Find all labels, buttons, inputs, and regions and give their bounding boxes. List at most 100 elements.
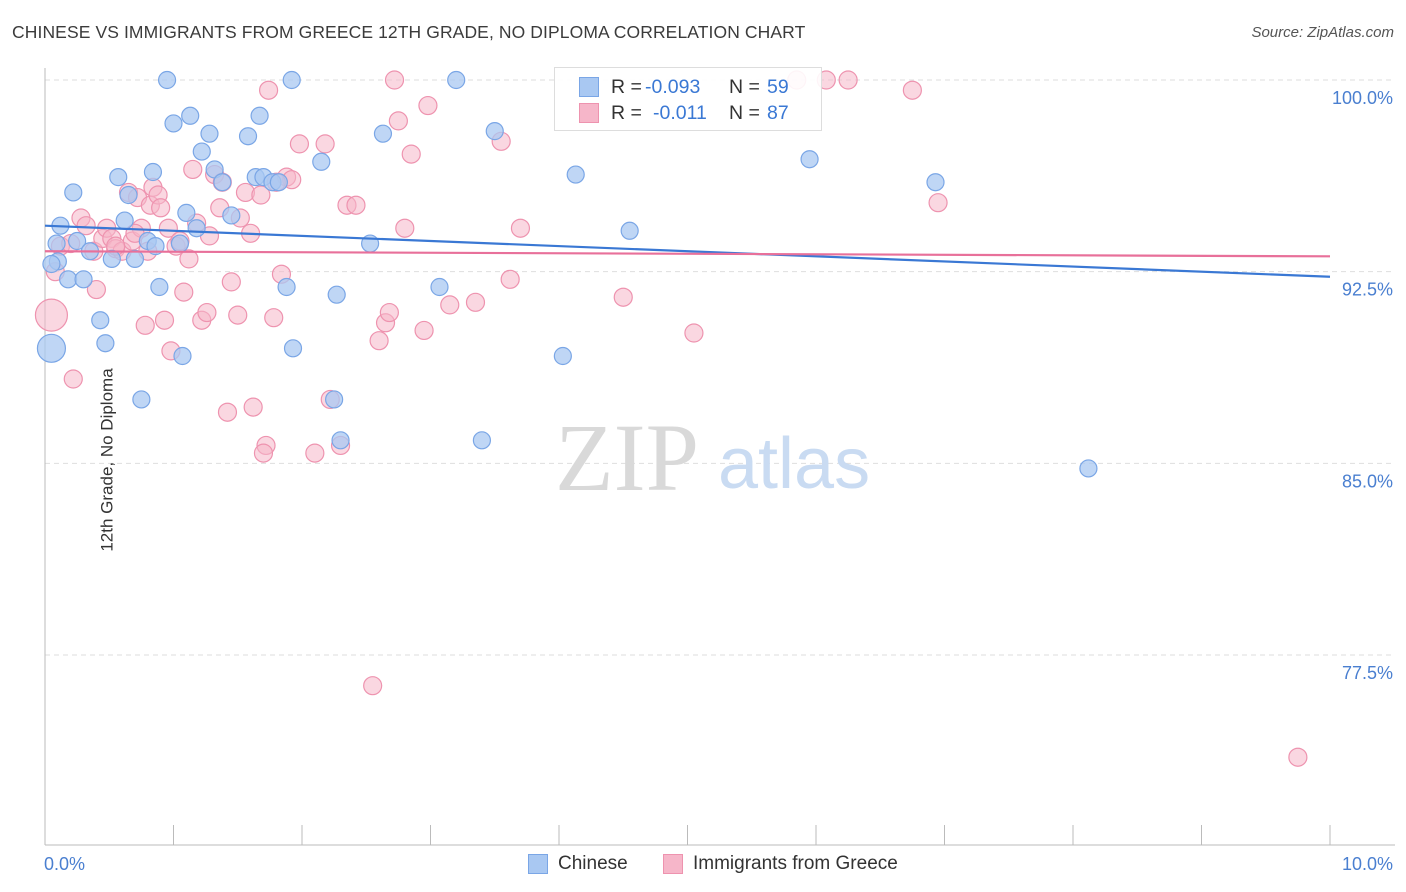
point-chinese — [74, 270, 93, 289]
y-tick-label: 100.0% — [1332, 88, 1393, 108]
point-chinese — [177, 203, 196, 222]
watermark-zip: ZIP — [555, 404, 699, 511]
point-chinese — [325, 390, 344, 409]
point-chinese — [447, 70, 466, 90]
point-chinese — [36, 333, 67, 363]
y-tick-label: 77.5% — [1342, 663, 1393, 683]
point-greece — [151, 198, 171, 218]
point-chinese — [125, 249, 145, 268]
point-greece — [86, 279, 107, 300]
point-chinese — [1079, 459, 1098, 478]
legend-n-value: 59 — [767, 75, 789, 98]
point-chinese — [68, 231, 87, 251]
legend-r-value: -0.093 — [645, 75, 701, 98]
point-greece — [346, 195, 366, 215]
point-chinese — [187, 219, 206, 238]
point-greece — [179, 249, 199, 269]
point-greece — [465, 292, 486, 312]
point-chinese — [566, 165, 585, 184]
point-greece — [384, 70, 405, 90]
y-tick-label: 92.5% — [1342, 280, 1393, 300]
point-greece — [243, 397, 263, 417]
point-chinese — [96, 334, 115, 353]
point-chinese — [64, 183, 83, 202]
point-greece — [76, 216, 96, 236]
point-greece — [379, 302, 399, 323]
point-greece — [369, 331, 389, 351]
point-chinese — [331, 431, 350, 450]
point-greece — [305, 443, 325, 463]
source-label: Source: ZipAtlas.com — [1251, 24, 1394, 41]
point-chinese — [170, 234, 190, 253]
trend-line-chinese — [44, 224, 1331, 278]
point-greece — [928, 193, 948, 213]
point-greece — [34, 298, 69, 332]
point-greece — [135, 315, 155, 335]
point-greece — [902, 80, 922, 100]
legend-swatch-chinese — [579, 77, 599, 97]
point-greece — [414, 320, 434, 341]
point-greece — [440, 295, 460, 315]
point-greece — [613, 287, 633, 307]
point-chinese — [222, 206, 241, 225]
point-greece — [158, 218, 178, 238]
point-greece — [401, 144, 421, 164]
bottom-legend-chinese: Chinese — [528, 852, 628, 876]
point-chinese — [553, 346, 572, 366]
point-greece — [217, 402, 238, 422]
point-greece — [221, 272, 241, 292]
stats-legend: R = -0.093 N = 59 R = -0.011 N = 87 — [554, 67, 822, 131]
bottom-legend-swatch-greece — [663, 854, 683, 874]
bottom-legend-swatch-chinese — [528, 854, 548, 874]
point-chinese — [269, 173, 288, 192]
grid-lines — [45, 79, 1395, 656]
legend-n-value: 87 — [767, 101, 789, 124]
point-chinese — [373, 124, 393, 143]
point-greece — [388, 111, 408, 131]
point-chinese — [472, 431, 491, 450]
point-chinese — [213, 173, 232, 192]
legend-row-greece: R = -0.011 N = 87 — [579, 101, 789, 125]
trend-line-greece — [44, 250, 1331, 258]
point-chinese — [181, 106, 200, 125]
legend-swatch-greece — [579, 103, 599, 123]
point-chinese — [250, 106, 269, 125]
point-greece — [315, 134, 335, 154]
legend-n-label: N = — [729, 75, 760, 98]
point-chinese — [327, 285, 346, 304]
legend-r-label: R = — [611, 101, 642, 124]
point-chinese — [430, 277, 449, 297]
point-chinese — [173, 346, 192, 366]
point-chinese — [312, 152, 331, 171]
point-greece — [289, 134, 310, 154]
legend-n-label: N = — [729, 101, 760, 124]
bottom-legend-label-chinese: Chinese — [558, 853, 628, 874]
point-chinese — [238, 127, 258, 146]
point-chinese — [109, 168, 128, 187]
point-greece — [197, 302, 217, 323]
point-greece — [253, 443, 274, 463]
point-greece — [510, 218, 531, 238]
chart-title: CHINESE VS IMMIGRANTS FROM GREECE 12TH G… — [12, 22, 806, 42]
point-chinese — [115, 211, 134, 230]
point-chinese — [164, 114, 183, 133]
point-chinese — [42, 254, 61, 274]
y-axis-label: 12th Grade, No Diploma — [97, 368, 117, 552]
x-tick-label-left: 0.0% — [44, 854, 85, 874]
point-greece — [395, 218, 415, 238]
watermark: ZIP atlas — [555, 404, 870, 511]
point-greece — [838, 70, 858, 90]
point-chinese — [102, 249, 121, 268]
point-greece — [500, 269, 520, 289]
point-chinese — [485, 122, 504, 141]
bottom-legend-label-greece: Immigrants from Greece — [693, 853, 898, 874]
trend-lines — [44, 224, 1331, 278]
point-greece — [258, 80, 279, 100]
legend-r-value: -0.011 — [653, 101, 707, 124]
point-greece — [174, 282, 194, 302]
point-greece — [264, 308, 284, 328]
tick-labels: 100.0% 92.5% 85.0% 77.5% 0.0% 10.0% — [44, 88, 1393, 874]
series-chinese-points — [36, 70, 1098, 478]
point-chinese — [620, 221, 639, 240]
point-greece — [684, 323, 704, 343]
